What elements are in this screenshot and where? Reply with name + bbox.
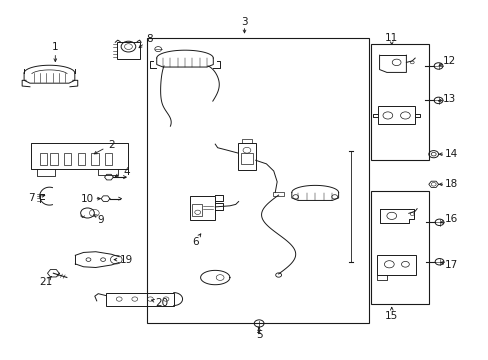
Bar — [40, 153, 47, 165]
Bar — [241, 153, 252, 164]
Bar — [189, 196, 215, 220]
Bar — [105, 153, 112, 165]
Text: 10: 10 — [81, 194, 94, 204]
Text: 7: 7 — [27, 193, 34, 203]
Bar — [64, 153, 71, 165]
Text: 2: 2 — [108, 140, 115, 150]
Text: 5: 5 — [255, 330, 262, 340]
Bar — [377, 107, 414, 125]
Text: 20: 20 — [155, 298, 168, 308]
Bar — [376, 255, 415, 275]
Bar — [191, 204, 201, 216]
Bar — [147, 39, 368, 323]
Text: 19: 19 — [120, 255, 133, 265]
Bar — [272, 192, 284, 196]
Bar — [78, 153, 85, 165]
Bar — [91, 153, 99, 165]
Bar — [31, 143, 128, 169]
Text: 13: 13 — [442, 94, 455, 104]
Text: 16: 16 — [444, 214, 457, 224]
Bar — [117, 41, 140, 59]
Text: 17: 17 — [444, 260, 457, 270]
Bar — [370, 192, 428, 304]
Text: 11: 11 — [385, 33, 398, 43]
Text: 6: 6 — [192, 237, 199, 247]
Text: 9: 9 — [97, 215, 104, 225]
Text: 4: 4 — [123, 167, 129, 177]
Text: 3: 3 — [241, 17, 247, 27]
Text: 8: 8 — [146, 35, 152, 44]
Text: 15: 15 — [385, 311, 398, 320]
Text: 18: 18 — [444, 179, 457, 189]
Text: 14: 14 — [444, 149, 457, 159]
Text: 1: 1 — [52, 42, 59, 52]
Text: 12: 12 — [442, 56, 455, 66]
Bar — [370, 44, 428, 160]
Bar — [105, 293, 173, 306]
Text: 21: 21 — [39, 277, 52, 287]
Bar — [50, 153, 58, 165]
Bar — [238, 143, 255, 170]
